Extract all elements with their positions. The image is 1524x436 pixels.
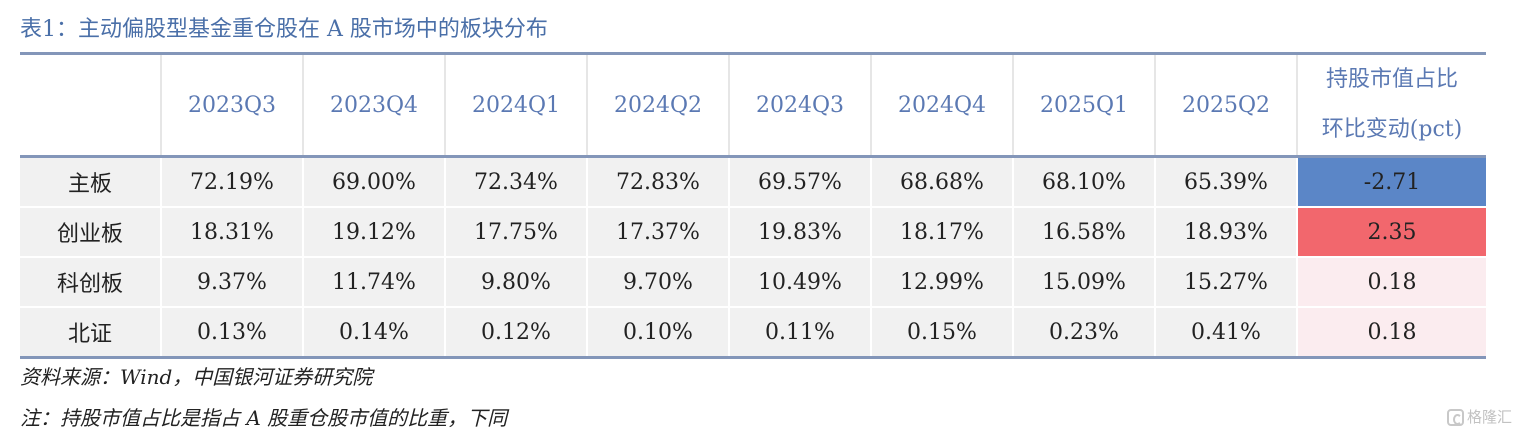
header-cell: 2025Q1 [1013, 55, 1156, 155]
table-cell: 19.12% [303, 207, 446, 258]
row-label: 主板 [20, 158, 162, 208]
table-cell: 19.83% [729, 207, 872, 258]
table-cell: 16.58% [1013, 207, 1156, 258]
table-cell: 65.39% [1155, 158, 1298, 208]
table-cell: 17.37% [587, 207, 730, 258]
watermark-text: 格隆汇 [1466, 408, 1512, 426]
table-cell: 18.31% [161, 207, 304, 258]
table-cell: 12.99% [871, 257, 1014, 308]
header-rule [20, 155, 1486, 158]
table-cell: 72.34% [445, 158, 588, 208]
watermark-logo-icon [1446, 409, 1464, 426]
watermark: 格隆汇 [1446, 404, 1512, 430]
change-cell: 0.18 [1297, 307, 1486, 356]
table-cell: 18.93% [1155, 207, 1298, 258]
header-cell: 2023Q4 [303, 55, 446, 155]
header-cell [20, 55, 162, 155]
header-cell-change: 持股市值占比 环比变动(pct) [1297, 55, 1486, 155]
table-title: 表1：主动偏股型基金重仓股在 A 股市场中的板块分布 [20, 17, 548, 42]
footnote: 注：持股市值占比是指占 A 股重仓股市值的比重，下同 [20, 406, 508, 430]
table-cell: 72.19% [161, 158, 304, 208]
table-cell: 0.13% [161, 307, 304, 356]
sector-distribution-table: 2023Q3 2023Q4 2024Q1 2024Q2 2024Q3 2024Q… [20, 52, 1486, 359]
bottom-rule [20, 356, 1486, 359]
table-cell: 68.10% [1013, 158, 1156, 208]
source-note: 资料来源：Wind，中国银河证券研究院 [20, 365, 373, 389]
table-cell: 69.57% [729, 158, 872, 208]
table-cell: 9.80% [445, 257, 588, 308]
table-cell: 18.17% [871, 207, 1014, 258]
header-cell: 2023Q3 [161, 55, 304, 155]
table-row: 北证 0.13% 0.14% 0.12% 0.10% 0.11% 0.15% 0… [20, 307, 1486, 356]
header-change-line2: 环比变动(pct) [1321, 117, 1463, 142]
table-row: 创业板 18.31% 19.12% 17.75% 17.37% 19.83% 1… [20, 207, 1486, 258]
table-cell: 0.41% [1155, 307, 1298, 356]
table-cell: 15.09% [1013, 257, 1156, 308]
row-label: 北证 [20, 307, 162, 356]
table-cell: 68.68% [871, 158, 1014, 208]
change-cell: 2.35 [1297, 207, 1486, 258]
table-cell: 11.74% [303, 257, 446, 308]
table-cell: 0.15% [871, 307, 1014, 356]
table-cell: 69.00% [303, 158, 446, 208]
header-cell: 2024Q4 [871, 55, 1014, 155]
table-cell: 0.10% [587, 307, 730, 356]
table-row: 科创板 9.37% 11.74% 9.80% 9.70% 10.49% 12.9… [20, 257, 1486, 308]
row-label: 科创板 [20, 257, 162, 308]
header-cell: 2024Q2 [587, 55, 730, 155]
header-cell: 2025Q2 [1155, 55, 1298, 155]
table-cell: 0.14% [303, 307, 446, 356]
table-cell: 0.12% [445, 307, 588, 356]
table-cell: 0.11% [729, 307, 872, 356]
table-cell: 10.49% [729, 257, 872, 308]
top-rule [20, 52, 1486, 55]
table-cell: 9.70% [587, 257, 730, 308]
header-row: 2023Q3 2023Q4 2024Q1 2024Q2 2024Q3 2024Q… [20, 55, 1486, 155]
table-cell: 9.37% [161, 257, 304, 308]
header-change-line1: 持股市值占比 [1325, 67, 1458, 92]
change-cell: -2.71 [1297, 158, 1486, 208]
change-cell: 0.18 [1297, 257, 1486, 308]
table-cell: 15.27% [1155, 257, 1298, 308]
table-cell: 17.75% [445, 207, 588, 258]
table-cell: 72.83% [587, 158, 730, 208]
table-cell: 0.23% [1013, 307, 1156, 356]
header-cell: 2024Q3 [729, 55, 872, 155]
header-cell: 2024Q1 [445, 55, 588, 155]
row-label: 创业板 [20, 207, 162, 258]
table-row: 主板 72.19% 69.00% 72.34% 72.83% 69.57% 68… [20, 158, 1486, 208]
